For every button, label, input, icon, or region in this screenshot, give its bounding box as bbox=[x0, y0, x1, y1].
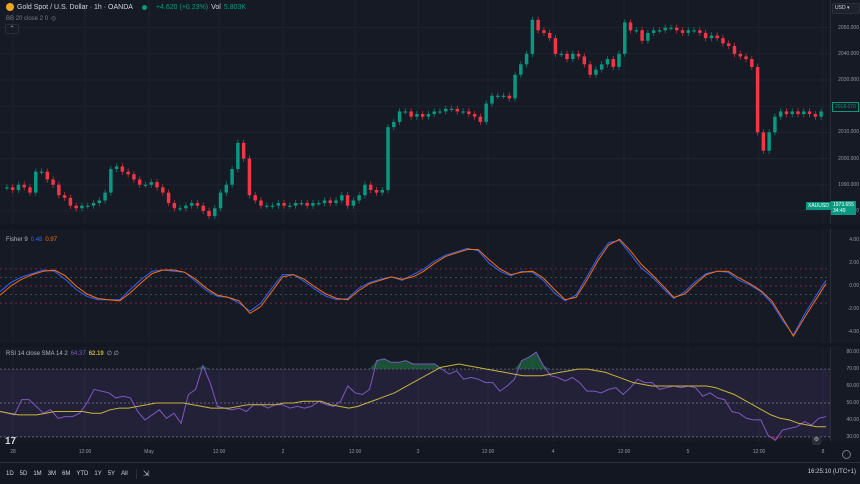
price-tick: 2040.000 bbox=[838, 50, 859, 57]
pane-separator[interactable] bbox=[0, 343, 860, 347]
main-chart-pane[interactable]: Gold Spot / U.S. Dollar · 1h · OANDA +4.… bbox=[0, 0, 830, 224]
fisher-tick: 2.00 bbox=[849, 260, 859, 267]
eye-hidden-icon[interactable]: ◎ bbox=[51, 16, 57, 22]
rsi-tick: 40.00 bbox=[846, 416, 859, 423]
range-button-all[interactable]: All bbox=[121, 470, 128, 477]
time-label: 8 bbox=[821, 449, 825, 455]
market-status-icon bbox=[141, 4, 147, 10]
symbol-legend: Gold Spot / U.S. Dollar · 1h · OANDA +4.… bbox=[6, 3, 246, 11]
fisher-chart[interactable] bbox=[0, 229, 830, 343]
fisher-tick: -2.00 bbox=[847, 305, 859, 312]
time-label: 12:00 bbox=[348, 449, 362, 455]
goto-date-icon[interactable]: ⇲ bbox=[142, 469, 150, 478]
range-button-6m[interactable]: 6M bbox=[62, 470, 71, 477]
volume-value: 5.803K bbox=[223, 3, 247, 11]
trigger-value: 0.97 bbox=[45, 237, 58, 243]
fisher-label: Fisher 9 bbox=[6, 237, 28, 243]
rsi-axis[interactable]: 80.00 70.00 60.00 50.00 40.00 30.00 bbox=[830, 347, 860, 442]
time-label: 12:00 bbox=[78, 449, 92, 455]
symbol-title[interactable]: Gold Spot / U.S. Dollar · 1h · OANDA bbox=[17, 3, 133, 11]
fisher-pane[interactable]: Fisher 9 0.48 0.97 bbox=[0, 229, 830, 343]
price-tick: 2000.000 bbox=[838, 155, 859, 162]
bb-label: BB 20 close 2 0 bbox=[6, 15, 49, 22]
time-label: 12:00 bbox=[481, 449, 495, 455]
time-label: 4 bbox=[551, 449, 555, 455]
last-price-tag: 1973.655 34:49 bbox=[831, 201, 856, 215]
time-label: 12:00 bbox=[752, 449, 766, 455]
last-price: 1973.655 bbox=[833, 202, 854, 208]
tradingview-logo-icon[interactable]: 17 bbox=[5, 436, 17, 447]
fisher-value: 0.48 bbox=[30, 237, 43, 243]
time-label: 12:00 bbox=[212, 449, 226, 455]
price-change: +4.620 (+0.23%) bbox=[155, 3, 209, 11]
bb-indicator-legend[interactable]: BB 20 close 2 0 ◎ bbox=[6, 15, 57, 23]
symbol-tag: XAUUSD bbox=[806, 202, 831, 210]
price-tick: 2030.000 bbox=[838, 77, 859, 84]
rsi-extra: ∅ ∅ bbox=[106, 351, 119, 357]
rsi-tick: 50.00 bbox=[846, 399, 859, 406]
time-label: 2 bbox=[281, 449, 285, 455]
range-button-1d[interactable]: 1D bbox=[6, 470, 14, 477]
rsi-value: 64.37 bbox=[70, 350, 86, 357]
rsi-chart[interactable] bbox=[0, 347, 830, 442]
collapse-legend-button[interactable]: ⌃ bbox=[5, 24, 19, 34]
range-button-5y[interactable]: 5Y bbox=[107, 470, 116, 477]
bar-countdown: 34:49 bbox=[833, 208, 846, 214]
rsi-label: RSI 14 close SMA 14 2 bbox=[6, 350, 68, 357]
clock[interactable]: 16:25:10 (UTC+1) bbox=[807, 469, 856, 475]
rsi-legend[interactable]: RSI 14 close SMA 14 2 64.37 62.19 ∅ ∅ bbox=[6, 350, 119, 358]
candlestick-chart[interactable] bbox=[0, 0, 830, 224]
fisher-tick: 0.00 bbox=[849, 283, 859, 289]
price-tick: 2010.000 bbox=[838, 129, 859, 136]
settings-gear-icon[interactable]: ⚙ bbox=[812, 436, 821, 445]
range-button-3m[interactable]: 3M bbox=[47, 470, 57, 477]
time-axis[interactable]: 28 12:00 May 12:00 2 12:00 3 12:00 4 12:00 5 12:00 8 bbox=[0, 446, 830, 460]
fisher-tick: -4.00 bbox=[847, 328, 859, 335]
range-button-5d[interactable]: 5D bbox=[19, 470, 28, 477]
currency-selector[interactable]: USD ▾ bbox=[832, 3, 860, 14]
rsi-tick: 30.00 bbox=[846, 433, 859, 440]
currency-label: USD bbox=[835, 5, 846, 11]
price-tick: 1990.000 bbox=[838, 181, 859, 188]
price-tick: 2050.000 bbox=[838, 24, 859, 31]
price-axis[interactable]: 2050.0002040.0002030.0002020.0002010.000… bbox=[830, 0, 860, 224]
pane-separator[interactable] bbox=[0, 225, 860, 229]
current-price-tag: 2018.070 bbox=[832, 102, 859, 112]
range-button-1m[interactable]: 1M bbox=[33, 470, 42, 477]
time-label: 12:00 bbox=[617, 449, 631, 455]
range-button-1y[interactable]: 1Y bbox=[94, 470, 102, 477]
rsi-tick: 60.00 bbox=[846, 383, 859, 390]
gold-logo-icon bbox=[6, 3, 14, 11]
bottom-toolbar: 1D 5D 1M 3M 6M YTD 1Y 5Y All ⇲ 16:25:10 (UTC+1) bbox=[0, 462, 860, 484]
rsi-sma-value: 62.19 bbox=[88, 350, 104, 357]
fisher-legend[interactable]: Fisher 9 0.48 0.97 bbox=[6, 237, 57, 243]
fisher-axis[interactable]: 4.00 2.00 0.00 -2.00 -4.00 bbox=[830, 229, 860, 343]
time-label: 5 bbox=[686, 449, 690, 455]
time-label: 28 bbox=[10, 449, 16, 455]
range-button-ytd[interactable]: YTD bbox=[76, 470, 89, 477]
rsi-tick: 70.00 bbox=[846, 366, 859, 373]
fisher-tick: 4.00 bbox=[849, 237, 859, 244]
time-label: 3 bbox=[416, 449, 420, 455]
divider bbox=[135, 468, 137, 479]
date-range-buttons: 1D 5D 1M 3M 6M YTD 1Y 5Y All bbox=[0, 471, 128, 477]
time-label: May bbox=[144, 449, 154, 455]
volume-label: Vol bbox=[211, 3, 221, 11]
rsi-tick: 80.00 bbox=[846, 349, 859, 356]
rsi-pane[interactable]: RSI 14 close SMA 14 2 64.37 62.19 ∅ ∅ bbox=[0, 347, 830, 442]
timezone-clock-icon[interactable] bbox=[842, 450, 851, 459]
